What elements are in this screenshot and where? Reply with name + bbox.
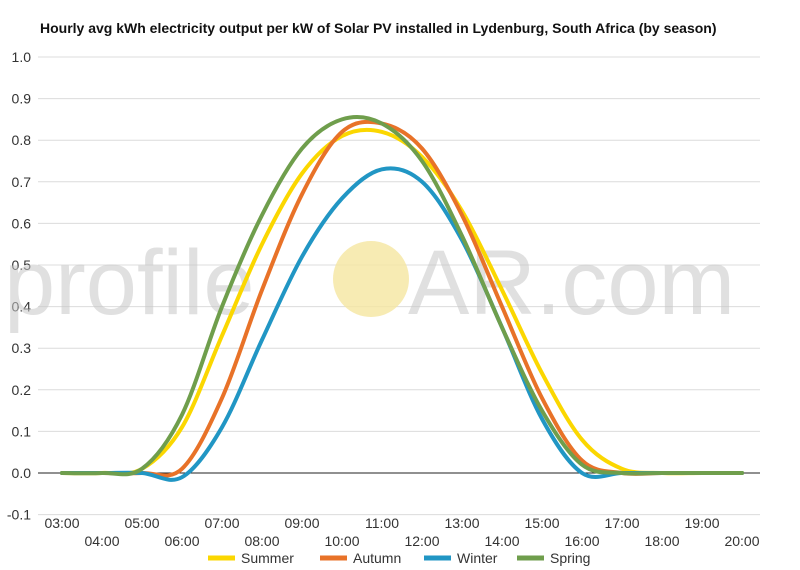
x-tick-label: 06:00 xyxy=(164,533,199,549)
watermark-left: profile xyxy=(4,232,255,334)
watermark: profile AR.com xyxy=(4,232,735,334)
y-tick-label: 0.3 xyxy=(12,340,32,356)
legend-item-autumn: Autumn xyxy=(320,550,401,566)
series-line-summer xyxy=(60,127,744,476)
y-tick-label: 0.6 xyxy=(12,215,32,231)
y-tick-label: -0.1 xyxy=(7,507,31,523)
y-tick-label: 0.2 xyxy=(12,382,32,398)
x-tick-label: 05:00 xyxy=(124,515,159,531)
x-tick-label: 13:00 xyxy=(444,515,479,531)
x-tick-label: 16:00 xyxy=(564,533,599,549)
legend: Summer Autumn Winter Spring xyxy=(208,550,590,566)
x-axis-ticks: 03:00 04:00 05:00 06:00 07:00 08:00 09:00 10:00… xyxy=(44,515,759,549)
series-line-spring xyxy=(60,115,744,477)
x-tick-label: 04:00 xyxy=(84,533,119,549)
x-tick-label: 15:00 xyxy=(524,515,559,531)
x-tick-label: 14:00 xyxy=(484,533,519,549)
x-tick-label: 08:00 xyxy=(244,533,279,549)
x-tick-label: 12:00 xyxy=(404,533,439,549)
x-tick-label: 11:00 xyxy=(365,515,399,531)
chart-title: Hourly avg kWh electricity output per kW… xyxy=(40,20,717,36)
y-tick-label: 0.0 xyxy=(12,465,32,481)
legend-item-winter: Winter xyxy=(424,550,498,566)
x-tick-label: 17:00 xyxy=(604,515,639,531)
watermark-sun-icon xyxy=(333,241,409,317)
series-lines xyxy=(60,115,744,482)
x-tick-label: 20:00 xyxy=(724,533,759,549)
legend-label: Spring xyxy=(550,550,590,566)
x-tick-label: 09:00 xyxy=(284,515,319,531)
y-tick-label: 0.4 xyxy=(12,299,32,315)
x-tick-label: 10:00 xyxy=(324,533,359,549)
x-tick-label: 03:00 xyxy=(44,515,79,531)
legend-label: Winter xyxy=(457,550,498,566)
y-tick-label: 1.0 xyxy=(12,49,32,65)
y-tick-label: 0.9 xyxy=(12,91,32,107)
y-tick-label: 0.8 xyxy=(12,132,32,148)
x-tick-label: 19:00 xyxy=(684,515,719,531)
y-axis-ticks: 1.0 0.9 0.8 0.7 0.6 0.5 0.4 0.3 0.2 0.1 0.0 -0.1 xyxy=(7,49,31,523)
y-tick-label: 0.5 xyxy=(12,257,32,273)
x-tick-label: 18:00 xyxy=(644,533,679,549)
y-tick-label: 0.7 xyxy=(12,174,32,190)
legend-label: Autumn xyxy=(353,550,401,566)
legend-item-spring: Spring xyxy=(517,550,590,566)
y-tick-label: 0.1 xyxy=(12,423,32,439)
legend-item-summer: Summer xyxy=(208,550,294,566)
legend-label: Summer xyxy=(241,550,294,566)
watermark-right: AR.com xyxy=(408,232,735,334)
x-tick-label: 07:00 xyxy=(204,515,239,531)
